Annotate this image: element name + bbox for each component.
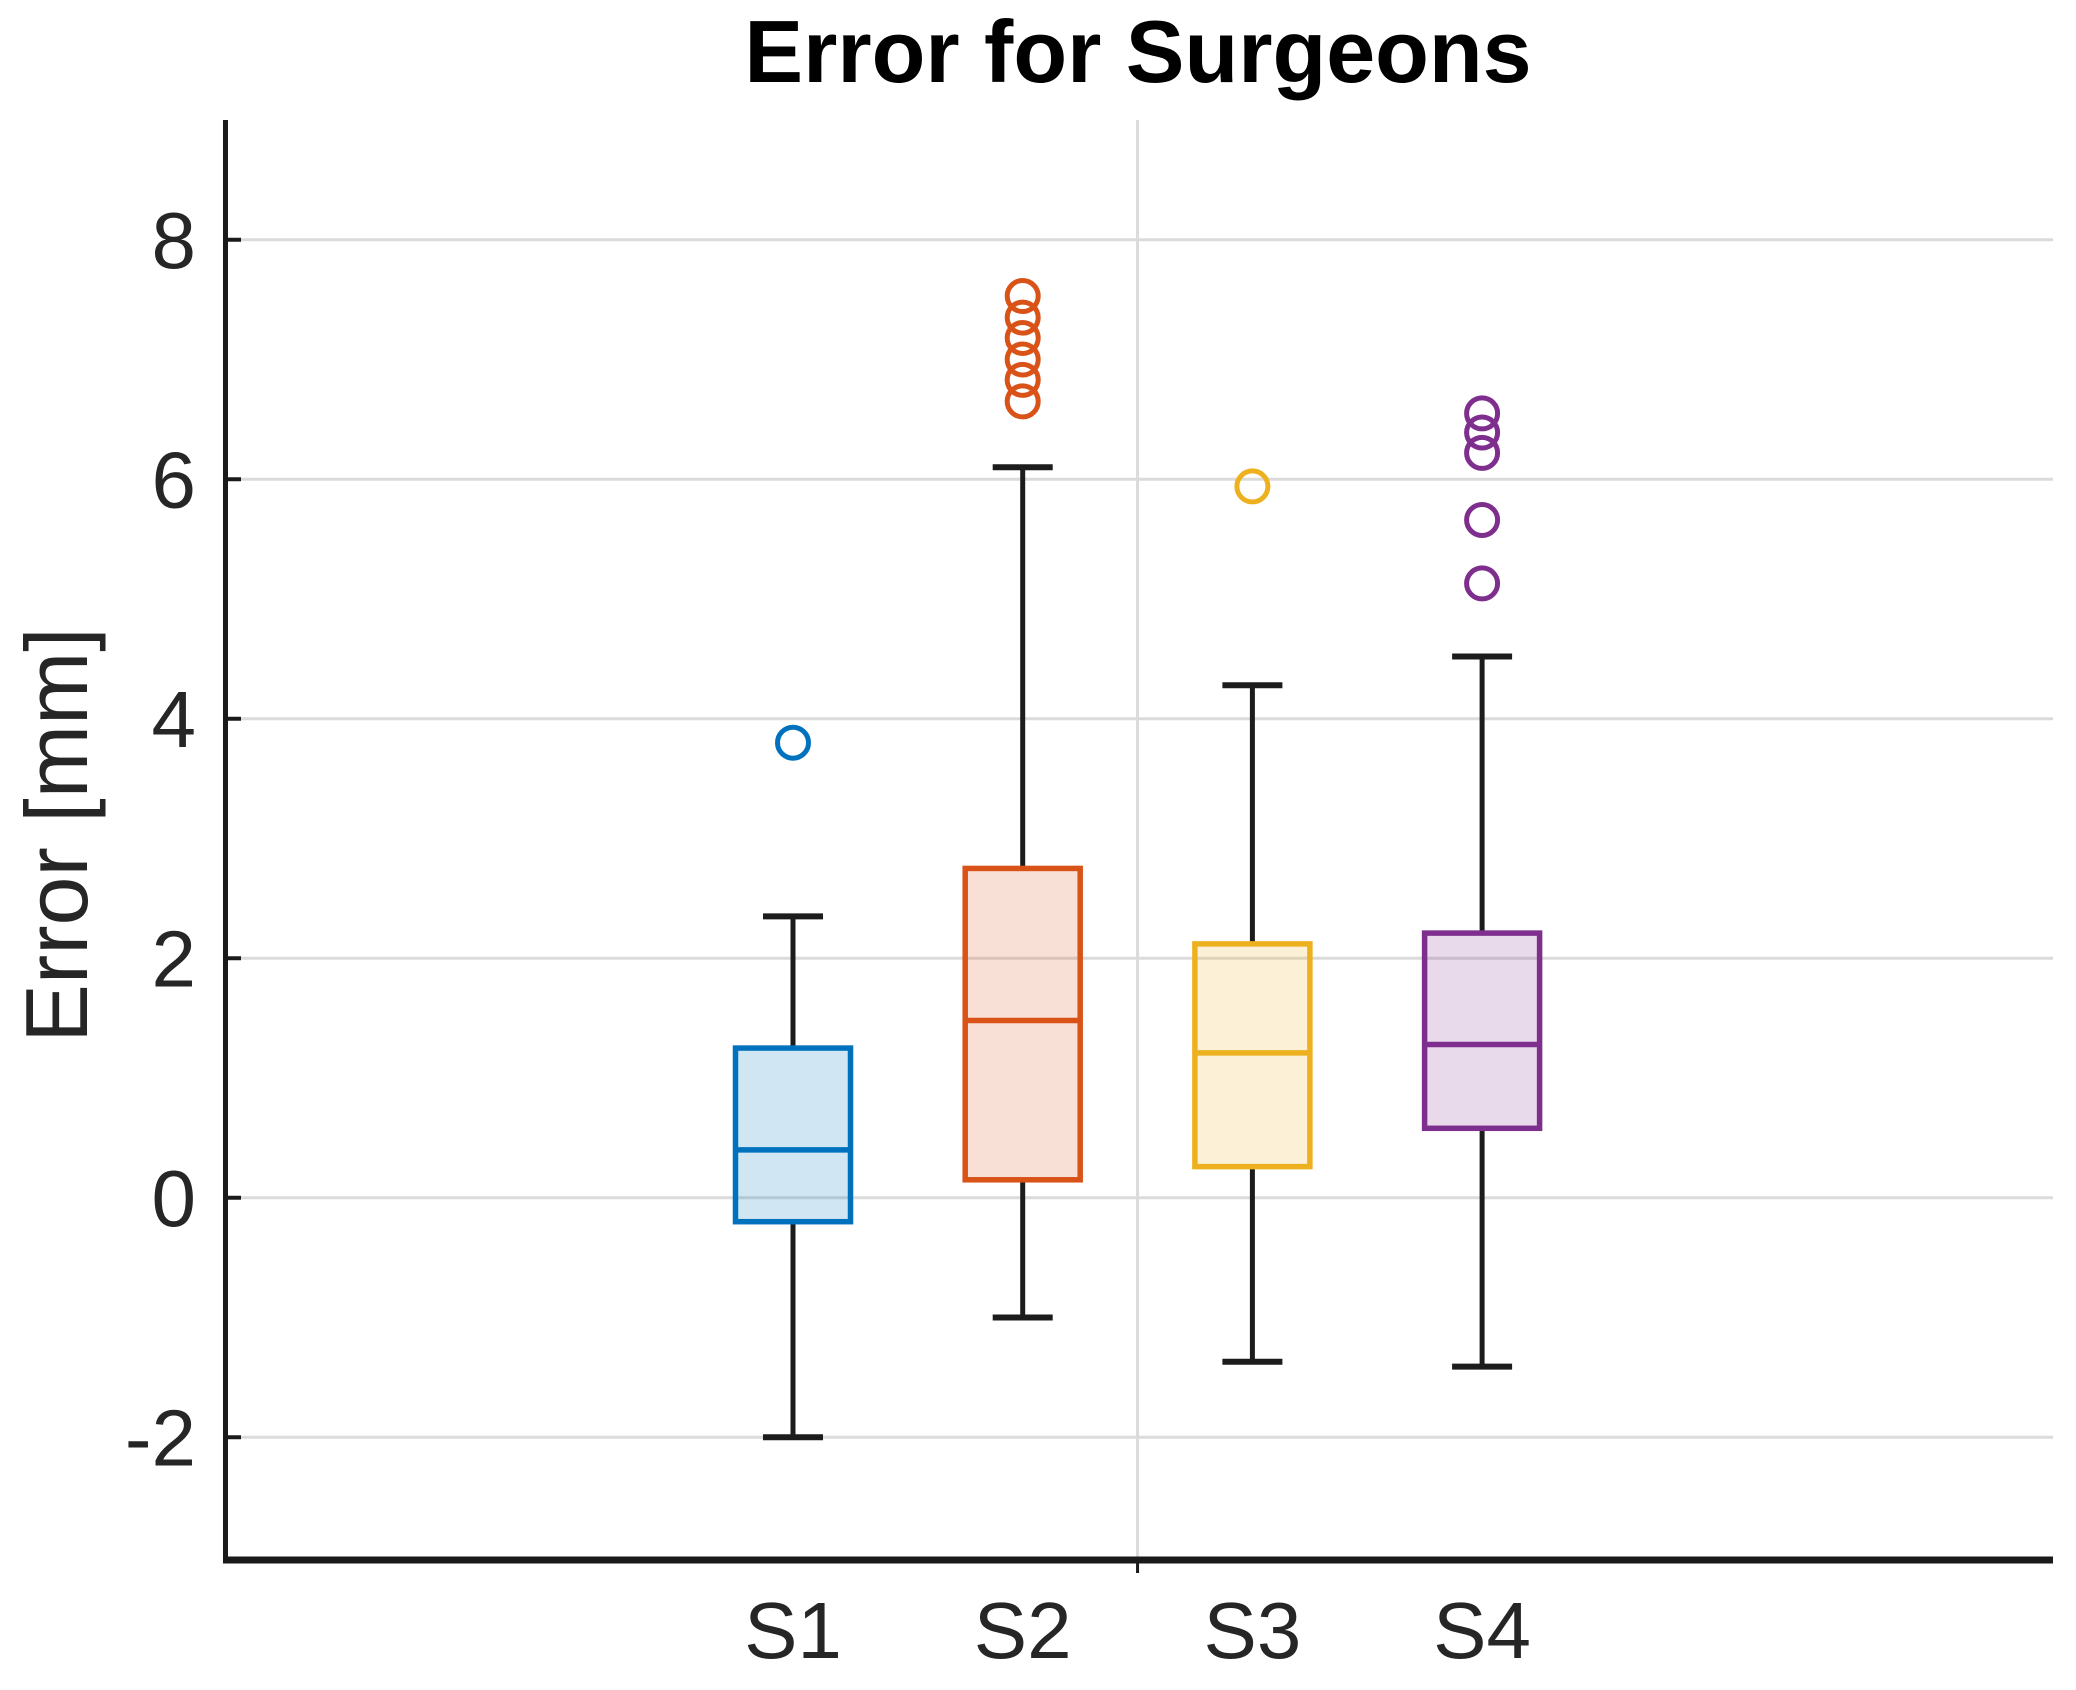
chart-title: Error for Surgeons — [744, 2, 1532, 101]
x-category-label-S2: S2 — [974, 1586, 1072, 1675]
box-S4 — [1421, 930, 1543, 1132]
outlier-S1-0 — [775, 724, 811, 761]
y-tick-label-2: 2 — [152, 914, 197, 1003]
outlier-S2-5 — [1004, 278, 1041, 315]
y-tick-label--2: -2 — [125, 1393, 196, 1482]
x-category-label-S3: S3 — [1203, 1586, 1301, 1675]
outlier-S4-3 — [1464, 414, 1501, 451]
y-tick-label-4: 4 — [152, 675, 197, 764]
box-S2 — [962, 865, 1083, 1183]
outlier-S2-2 — [1004, 341, 1041, 378]
outlier-S2-4 — [1004, 299, 1041, 336]
outlier-S4-4 — [1464, 395, 1501, 432]
outlier-S2-1 — [1004, 361, 1041, 398]
x-category-label-S1: S1 — [744, 1586, 842, 1675]
y-tick-label-8: 8 — [152, 196, 197, 285]
y-tick-label-0: 0 — [152, 1154, 197, 1243]
x-category-label-S4: S4 — [1433, 1586, 1531, 1675]
outlier-S4-0 — [1464, 565, 1501, 602]
outlier-S2-0 — [1004, 383, 1041, 420]
y-tick-label-6: 6 — [152, 435, 197, 524]
outlier-S2-3 — [1004, 319, 1041, 356]
outlier-S3-0 — [1234, 468, 1271, 505]
outlier-S4-2 — [1464, 434, 1501, 471]
outlier-S4-1 — [1464, 501, 1501, 538]
box-S1 — [732, 1045, 854, 1225]
